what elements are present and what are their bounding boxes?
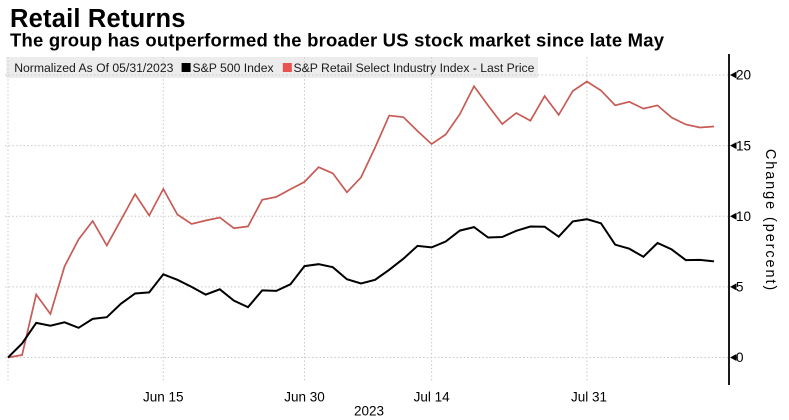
- svg-text:Jun 15: Jun 15: [143, 390, 184, 405]
- svg-text:15: 15: [736, 138, 751, 153]
- svg-text:Change (percent): Change (percent): [762, 149, 778, 292]
- svg-text:Retail Returns: Retail Returns: [10, 5, 186, 33]
- svg-text:The group has outperformed the: The group has outperformed the broader U…: [10, 30, 665, 51]
- svg-text:2023: 2023: [354, 404, 384, 419]
- svg-text:Jul 14: Jul 14: [414, 390, 451, 405]
- svg-text:S&P Retail Select Industry Ind: S&P Retail Select Industry Index - Last …: [294, 61, 535, 75]
- svg-text:Jul 31: Jul 31: [571, 390, 607, 405]
- svg-text:S&P 500 Index: S&P 500 Index: [193, 61, 274, 75]
- svg-text:Jun 30: Jun 30: [284, 390, 325, 405]
- svg-text:0: 0: [736, 350, 744, 365]
- svg-text:10: 10: [736, 209, 751, 224]
- svg-text:Normalized As Of 05/31/2023: Normalized As Of 05/31/2023: [14, 61, 173, 75]
- svg-text:20: 20: [736, 68, 751, 83]
- svg-text:5: 5: [736, 280, 744, 295]
